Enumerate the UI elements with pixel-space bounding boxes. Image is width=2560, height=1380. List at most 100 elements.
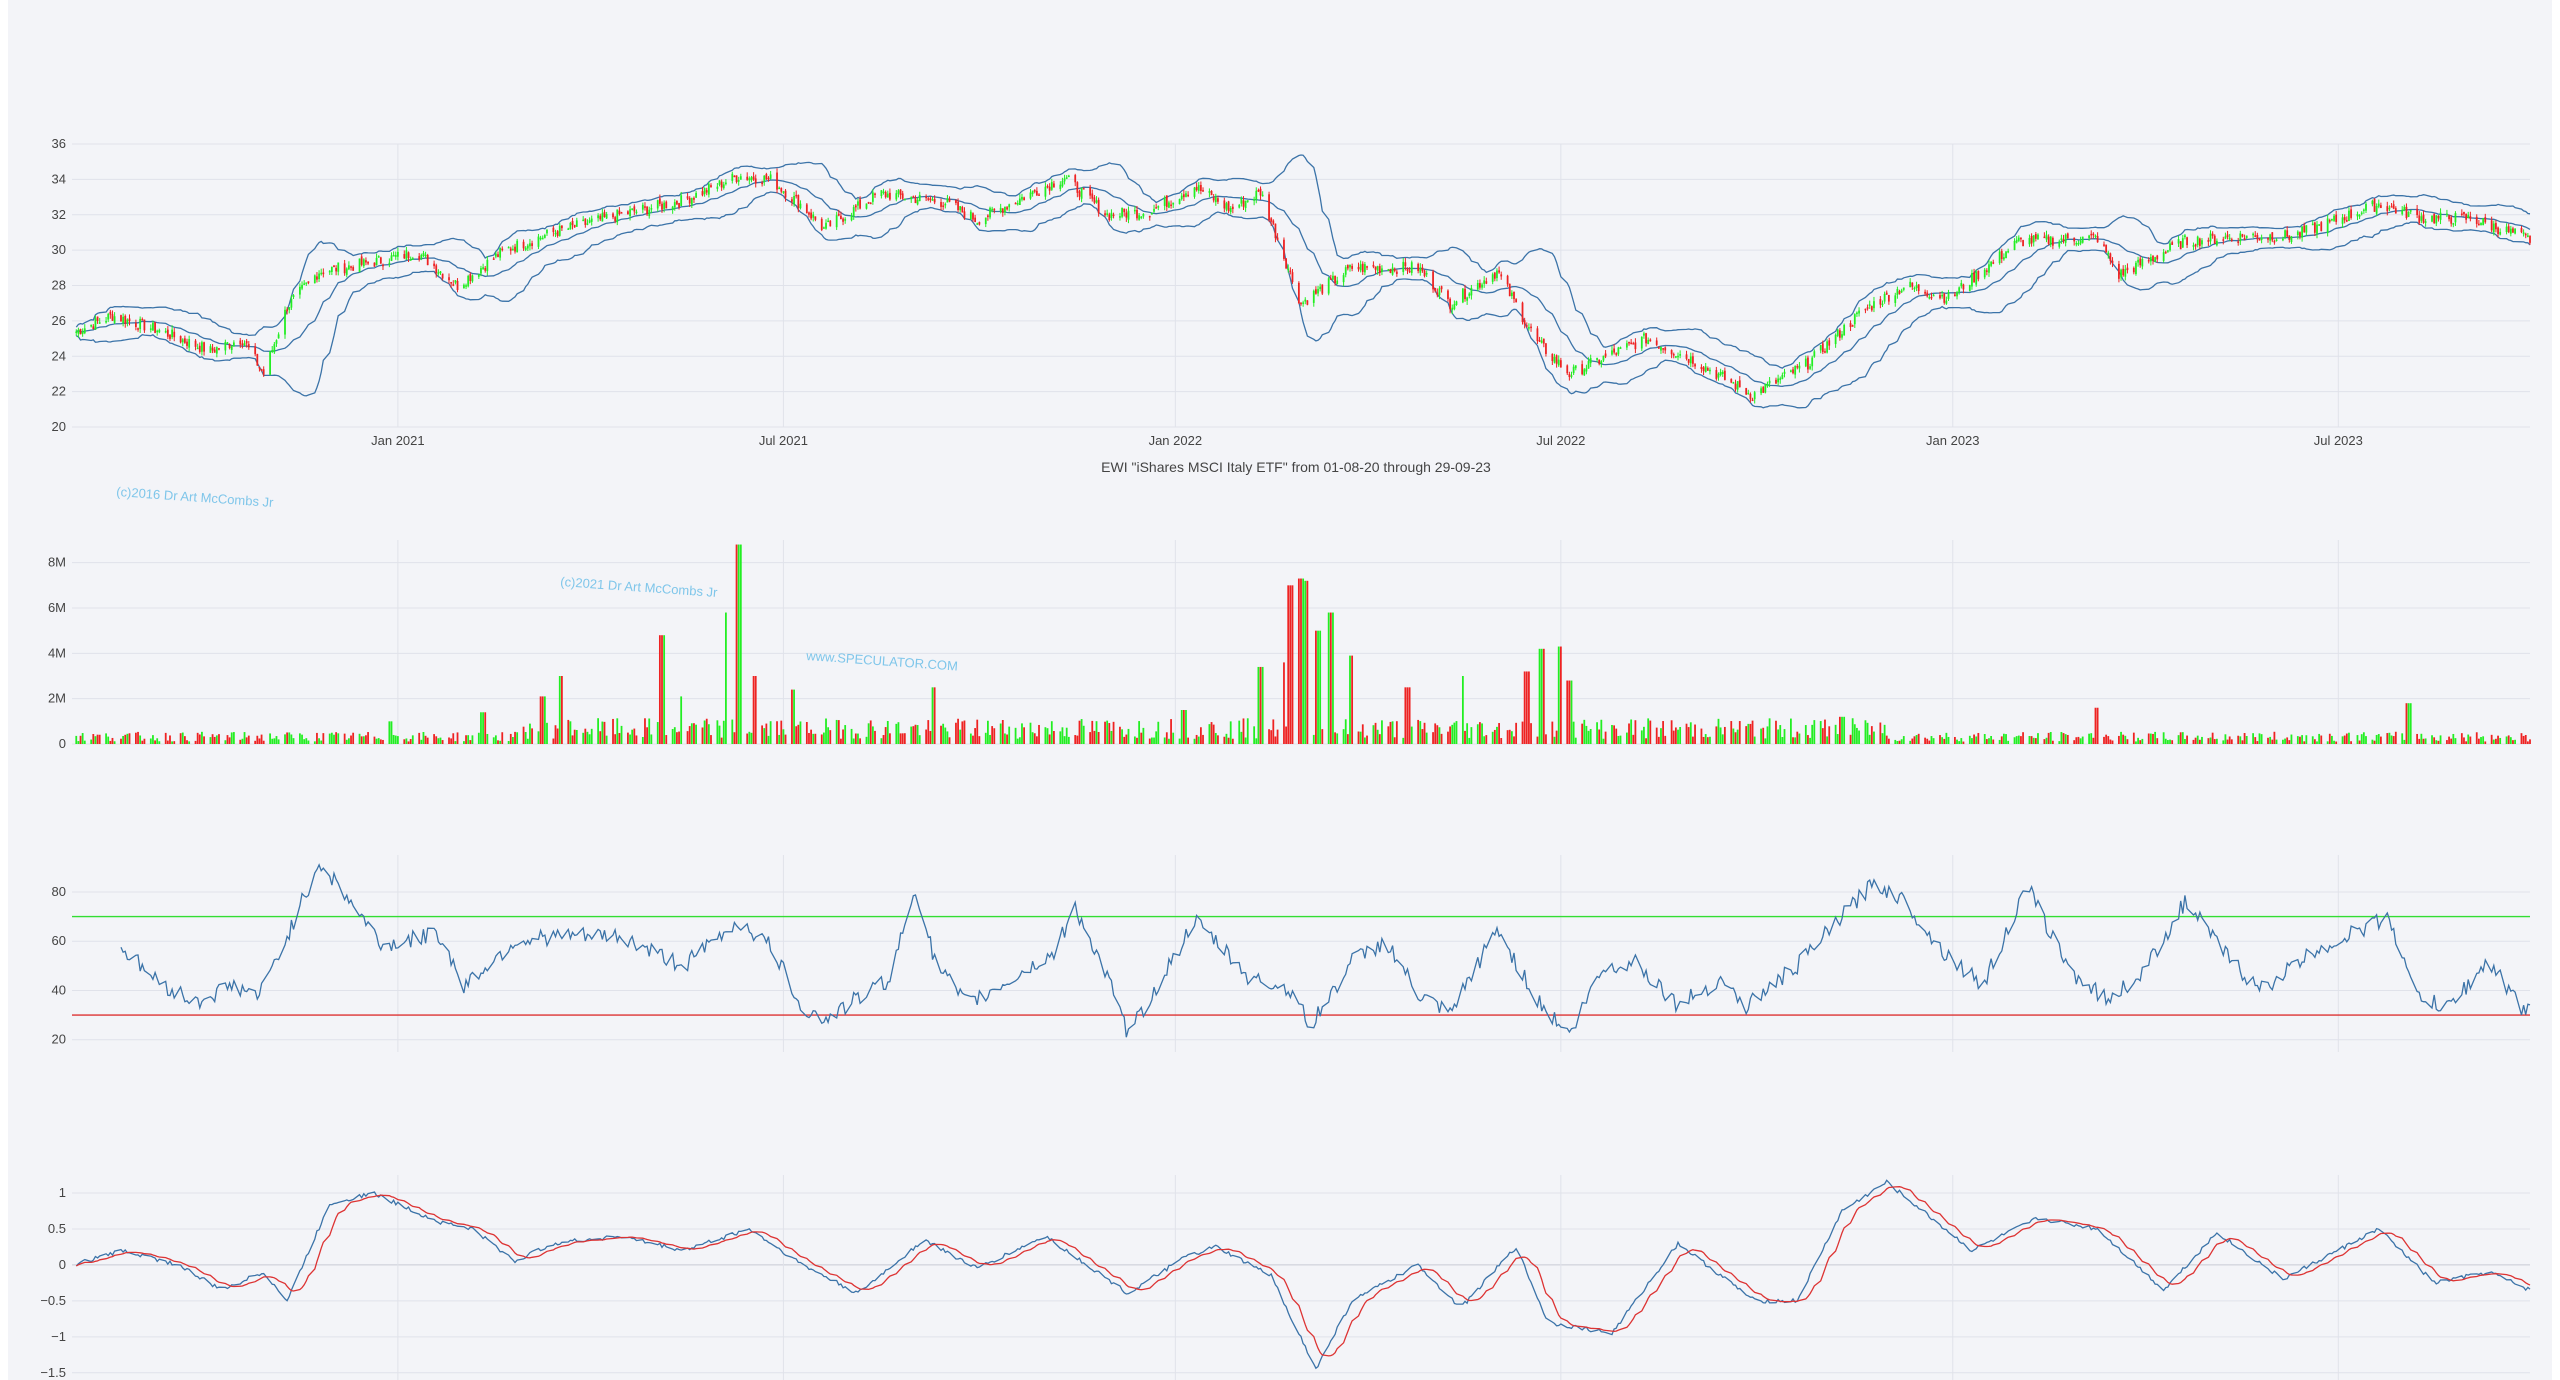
candle-body — [194, 340, 197, 347]
candle-body — [126, 319, 129, 323]
candle-body — [1719, 371, 1722, 375]
volume-bar — [635, 735, 638, 744]
volume-bar — [1858, 730, 1860, 744]
candle-body — [1217, 198, 1219, 202]
candle-body — [886, 193, 889, 198]
candle-body — [627, 211, 629, 215]
volume-bar — [793, 689, 795, 744]
candle-body — [465, 285, 467, 287]
candle-body — [1851, 325, 1854, 327]
volume-bar — [693, 723, 695, 744]
candle-body — [597, 215, 599, 219]
candle-body — [2348, 210, 2350, 222]
volume-bar — [322, 733, 325, 744]
volume-bar — [2267, 737, 2269, 744]
volume-bar — [1506, 730, 1509, 744]
candle-body — [825, 222, 827, 229]
candle-body — [1766, 383, 1769, 387]
candle-body — [469, 274, 472, 281]
candle-body — [1364, 264, 1366, 273]
candle-body — [2222, 239, 2225, 241]
candle-body — [1589, 358, 1592, 364]
candle-body — [337, 262, 340, 272]
candle-body — [1095, 200, 1098, 203]
volume-bar — [1792, 737, 1794, 744]
candle-body — [1913, 287, 1916, 290]
candle-body — [1059, 184, 1062, 189]
volume-bar — [2051, 740, 2054, 744]
volume-bar — [571, 735, 574, 744]
candle-body — [228, 344, 231, 349]
price-y-tick-32: 32 — [52, 207, 66, 222]
candle-body — [124, 315, 127, 324]
candle-body — [1332, 275, 1334, 280]
volume-bar — [305, 738, 308, 744]
volume-bar — [1602, 738, 1605, 744]
candle-body — [2529, 235, 2531, 243]
volume-bar — [2171, 740, 2174, 744]
candle-body — [2507, 226, 2510, 233]
volume-bar — [2243, 733, 2246, 744]
candle-body — [1730, 378, 1733, 383]
volume-bar — [1304, 580, 1307, 744]
candle-body — [1657, 346, 1660, 349]
candle-body — [526, 245, 529, 249]
volume-bar — [1272, 719, 1275, 744]
volume-bar — [2497, 735, 2499, 744]
volume-bar — [748, 731, 751, 744]
volume-bar — [1274, 736, 1277, 744]
volume-bar — [1813, 720, 1816, 744]
candle-body — [2066, 233, 2069, 239]
volume-bar — [603, 721, 606, 744]
candle-body — [120, 315, 122, 322]
candle-body — [739, 176, 742, 180]
candle-body — [1285, 258, 1287, 269]
macd-axis: 10.50−0.5−1−1.5 — [40, 1185, 66, 1380]
watermark-speculator: www.SPECULATOR.COM — [805, 648, 959, 674]
volume-bar — [539, 696, 542, 744]
candle-body — [648, 209, 651, 217]
volume-bar — [1928, 740, 1931, 744]
volume-bar — [1285, 726, 1287, 744]
volume-bar — [1945, 732, 1948, 744]
candle-body — [188, 339, 191, 348]
candle-body — [944, 203, 947, 206]
volume-bar — [2124, 735, 2127, 744]
volume-bar — [1119, 726, 1121, 744]
candle-body — [1779, 378, 1782, 380]
candle-body — [835, 215, 838, 228]
candle-body — [605, 214, 608, 219]
candle-body — [1136, 209, 1138, 219]
volume-bar — [2111, 740, 2114, 744]
volume-bar — [978, 736, 981, 744]
volume-bar — [139, 735, 142, 744]
candle-body — [1018, 198, 1021, 205]
candle-body — [661, 203, 663, 210]
candle-body — [976, 223, 979, 225]
volume-bar — [277, 739, 280, 744]
candle-body — [448, 277, 450, 281]
volume-bar — [1364, 737, 1366, 744]
volume-bar — [1104, 721, 1106, 744]
candle-body — [1679, 354, 1682, 356]
volume-bar — [676, 732, 678, 744]
candle-body — [1551, 353, 1554, 361]
volume-bar — [680, 696, 683, 744]
candle-body — [2475, 216, 2478, 224]
candle-body — [2196, 236, 2199, 245]
volume-bar — [290, 734, 293, 744]
volume-bar — [1883, 724, 1886, 744]
candle-body — [1864, 308, 1867, 311]
candle-body — [599, 215, 602, 220]
candle-body — [494, 253, 497, 257]
volume-bar — [435, 736, 438, 744]
candle-body — [1212, 197, 1215, 201]
candle-body — [1133, 209, 1136, 212]
volume-bar — [2096, 707, 2099, 744]
volume-bar — [1917, 733, 1920, 744]
candle-body — [612, 213, 614, 218]
volume-bar — [1738, 721, 1741, 744]
candle-body — [1798, 365, 1801, 369]
volume-bar — [1138, 721, 1141, 744]
